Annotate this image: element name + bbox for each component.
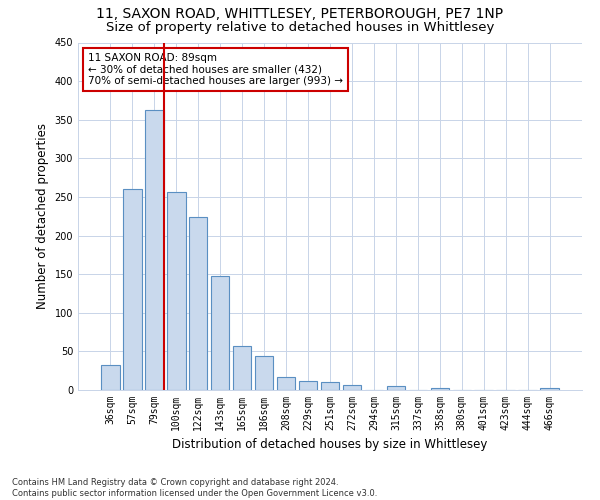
- Text: 11, SAXON ROAD, WHITTLESEY, PETERBOROUGH, PE7 1NP: 11, SAXON ROAD, WHITTLESEY, PETERBOROUGH…: [97, 8, 503, 22]
- Bar: [299, 380, 317, 390]
- Bar: [101, 366, 119, 390]
- X-axis label: Distribution of detached houses by size in Whittlesey: Distribution of detached houses by size …: [172, 438, 488, 452]
- Bar: [320, 382, 340, 390]
- Bar: [343, 384, 361, 390]
- Text: Size of property relative to detached houses in Whittlesey: Size of property relative to detached ho…: [106, 21, 494, 34]
- Bar: [541, 388, 559, 390]
- Text: Contains HM Land Registry data © Crown copyright and database right 2024.
Contai: Contains HM Land Registry data © Crown c…: [12, 478, 377, 498]
- Bar: [233, 346, 251, 390]
- Bar: [431, 388, 449, 390]
- Bar: [123, 189, 142, 390]
- Bar: [189, 217, 208, 390]
- Bar: [211, 276, 229, 390]
- Bar: [386, 386, 405, 390]
- Bar: [167, 192, 185, 390]
- Bar: [277, 377, 295, 390]
- Text: 11 SAXON ROAD: 89sqm
← 30% of detached houses are smaller (432)
70% of semi-deta: 11 SAXON ROAD: 89sqm ← 30% of detached h…: [88, 53, 343, 86]
- Bar: [255, 356, 274, 390]
- Y-axis label: Number of detached properties: Number of detached properties: [36, 123, 49, 309]
- Bar: [145, 110, 164, 390]
